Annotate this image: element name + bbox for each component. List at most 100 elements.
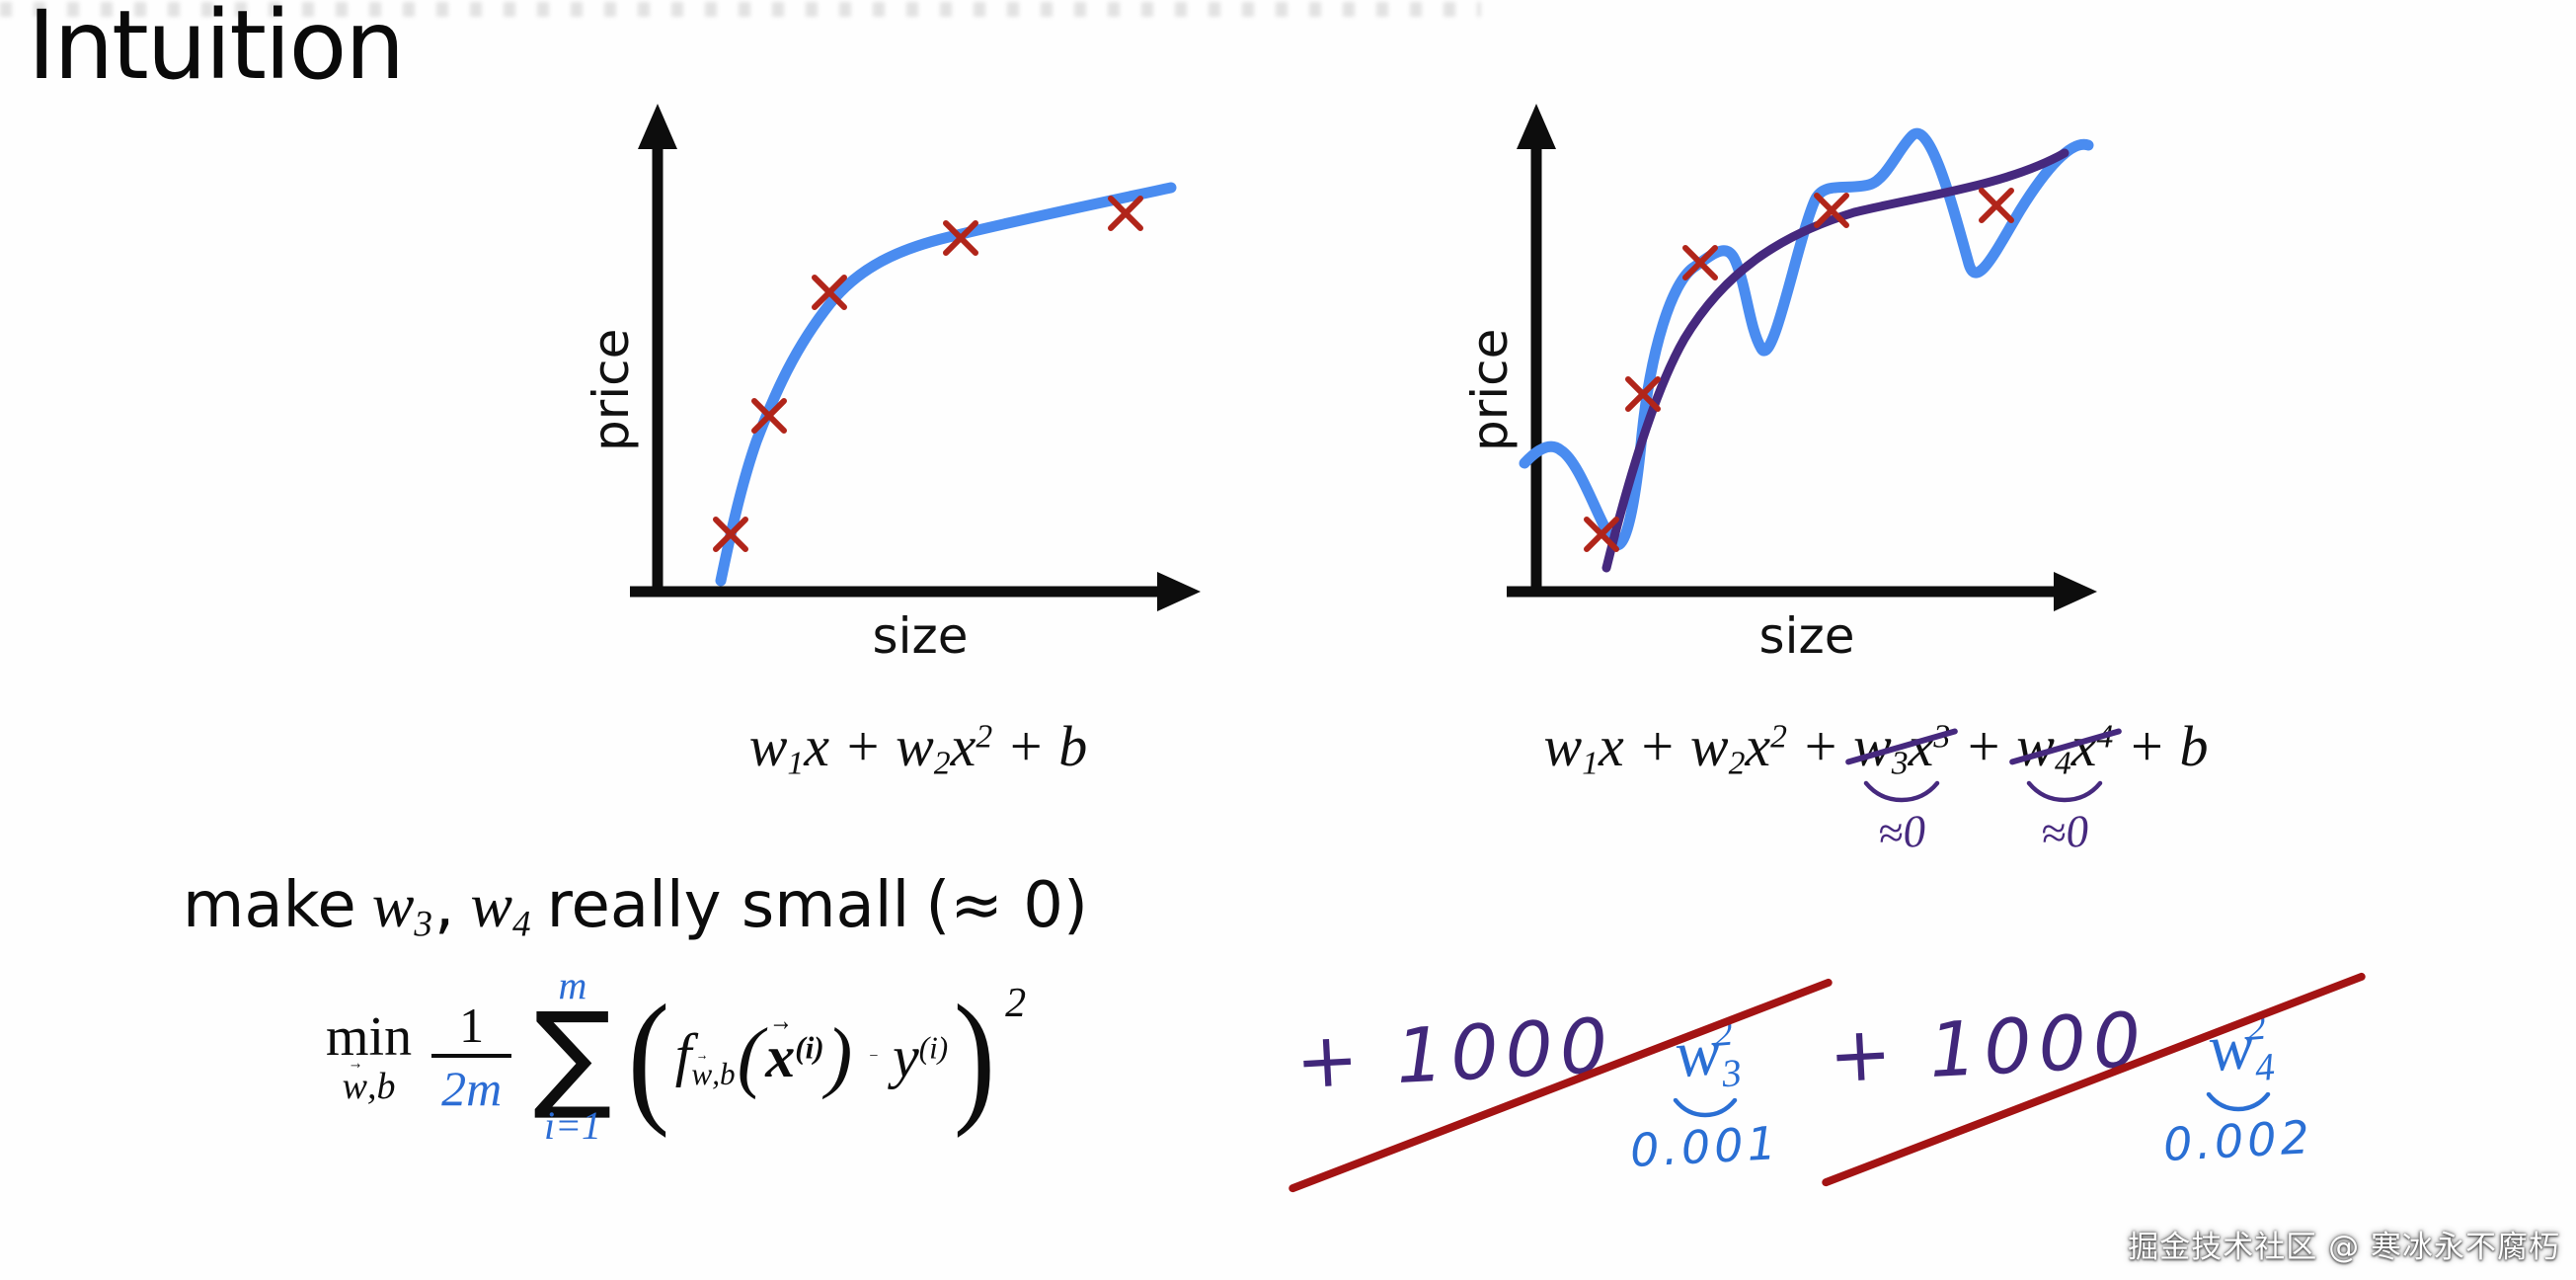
term-w: w xyxy=(748,714,788,778)
subscript: 4 xyxy=(2054,745,2071,782)
term-w: w xyxy=(1853,714,1892,778)
plus-op: + xyxy=(2127,714,2166,778)
sum-upper-limit: m xyxy=(558,963,587,1007)
comma-b: ,b xyxy=(366,1066,396,1108)
y-term: y(i) xyxy=(893,1023,948,1091)
plus-op: + xyxy=(1800,714,1840,778)
vector-arrow-icon: → xyxy=(695,1047,709,1065)
plus-op: + xyxy=(842,714,883,778)
text-make: make xyxy=(183,869,356,942)
term-w4: w xyxy=(470,870,512,940)
sum-lower-limit: i=1 xyxy=(543,1103,602,1149)
subscript: 4 xyxy=(512,904,531,945)
close-paren: ) xyxy=(825,1013,853,1101)
right-y-axis-arrow-icon xyxy=(1517,104,1556,149)
plus-op: + xyxy=(1637,714,1677,778)
term-w: w xyxy=(896,714,934,778)
penalty-value-0001: 0.001 xyxy=(1628,1115,1782,1177)
subscript: 4 xyxy=(2253,1044,2277,1090)
subscript: 3 xyxy=(414,904,432,945)
term-x: x xyxy=(1745,714,1771,778)
watermark: 掘金技术社区 @ 寒冰永不腐朽 xyxy=(2128,1230,2560,1265)
f: f xyxy=(674,1022,692,1088)
cost-function: min → w,b 1 2m m ∑ i=1 ( f → w,b ( → x(i) ) … xyxy=(326,966,1026,1148)
crossed-term-w4x4: w4x4≈0 xyxy=(2007,713,2122,858)
left-model-formula: w1x + w2x2 + b xyxy=(632,713,1205,782)
summation: m ∑ i=1 xyxy=(533,966,612,1148)
underbrace-icon xyxy=(1863,780,1940,802)
vector-arrow-icon: → xyxy=(768,1004,793,1038)
big-close-paren: ) xyxy=(953,974,996,1139)
right-price-size-chart: price size xyxy=(1461,104,2097,665)
subscript: 3 xyxy=(1720,1050,1744,1096)
right-model-formula: w1x+w2x2+w3x3≈0+w4x4≈0+b xyxy=(1303,713,2449,858)
left-y-axis-arrow-icon xyxy=(638,104,677,149)
y-superscript-i: (i) xyxy=(918,1029,949,1065)
min-subscript: → w,b xyxy=(342,1053,396,1108)
denominator: 2m xyxy=(431,1054,512,1117)
penalty-value-0002: 0.002 xyxy=(2161,1109,2315,1171)
x-vec: x xyxy=(765,1023,796,1089)
subscript: 1 xyxy=(1582,745,1599,782)
approx-zero-paren: (≈ 0) xyxy=(925,869,1088,942)
underbrace-icon xyxy=(1673,1097,1738,1118)
squared-superscript: 2 xyxy=(1005,981,1027,1026)
crossed-term-w3x3: w3x3≈0 xyxy=(1844,713,1959,858)
coefficient-1000: + 1000 xyxy=(1826,995,2150,1100)
f-subscript: → w,b xyxy=(691,1047,736,1091)
w3-squared-column: w32 0.001 xyxy=(1629,1013,1781,1177)
make-small-text: make w3, w4 really small (≈ 0) xyxy=(183,869,1088,945)
term-w3: w xyxy=(371,870,415,940)
w-vec: w xyxy=(342,1066,367,1108)
minus-op: − xyxy=(868,1048,880,1066)
top-compression-artifact xyxy=(0,2,1481,17)
term-x: x xyxy=(950,714,976,778)
f-term: f → w,b xyxy=(675,1021,736,1091)
big-open-paren: ( xyxy=(627,974,669,1139)
fraction-1-over-2m: 1 2m xyxy=(431,997,512,1117)
w4-squared-column: w42 0.002 xyxy=(2162,1007,2314,1171)
left-xlabel: size xyxy=(873,607,969,665)
sigma-icon: ∑ xyxy=(533,987,612,1123)
underbrace-icon xyxy=(2027,780,2103,802)
left-data-points xyxy=(713,196,1143,552)
y: y xyxy=(893,1023,919,1089)
term-b: b xyxy=(2179,714,2209,778)
subscript: 3 xyxy=(1891,745,1909,782)
left-ylabel: price xyxy=(583,329,640,451)
right-overfit-curve xyxy=(1519,127,2094,551)
left-price-size-chart: price size xyxy=(583,104,1201,665)
left-fit-curve xyxy=(715,182,1177,587)
w-vec: w xyxy=(691,1056,713,1091)
vector-arrow-icon: → xyxy=(348,1053,363,1075)
x-term: → x(i) xyxy=(765,1004,823,1091)
right-regularized-curve xyxy=(1601,148,2069,573)
term-w: w xyxy=(1543,714,1583,778)
coefficient-1000: + 1000 xyxy=(1292,1000,1617,1106)
approx-zero-label: ≈0 xyxy=(2039,804,2091,859)
underbrace-icon xyxy=(2206,1091,2271,1112)
left-x-axis-arrow-icon xyxy=(1157,572,1201,611)
subscript: 1 xyxy=(787,745,805,782)
slide-title: Intuition xyxy=(28,0,405,101)
penalty-term-1000w4: + 1000 w42 0.002 xyxy=(1821,971,2368,1188)
text-really-small: really small xyxy=(546,869,910,942)
right-xlabel: size xyxy=(1759,607,1855,665)
comma-b: ,b xyxy=(712,1056,736,1091)
term-w: w xyxy=(2016,714,2055,778)
approx-zero-note: ≈0 xyxy=(2023,780,2106,858)
right-ylabel: price xyxy=(1461,329,1519,451)
right-data-points xyxy=(1584,188,2014,552)
open-paren: ( xyxy=(737,1013,764,1101)
approx-zero-note: ≈0 xyxy=(1860,780,1943,858)
superscript: 2 xyxy=(976,718,993,756)
term-x: x xyxy=(1599,714,1624,778)
min-operator: min → w,b xyxy=(326,1005,412,1108)
term-w: w xyxy=(1689,714,1729,778)
comma: , xyxy=(433,869,455,942)
approx-zero-label: ≈0 xyxy=(1876,804,1927,859)
penalty-term-1000w3: + 1000 w32 0.001 xyxy=(1288,977,1834,1194)
subscript: 2 xyxy=(933,745,951,782)
plus-op: + xyxy=(1006,714,1046,778)
